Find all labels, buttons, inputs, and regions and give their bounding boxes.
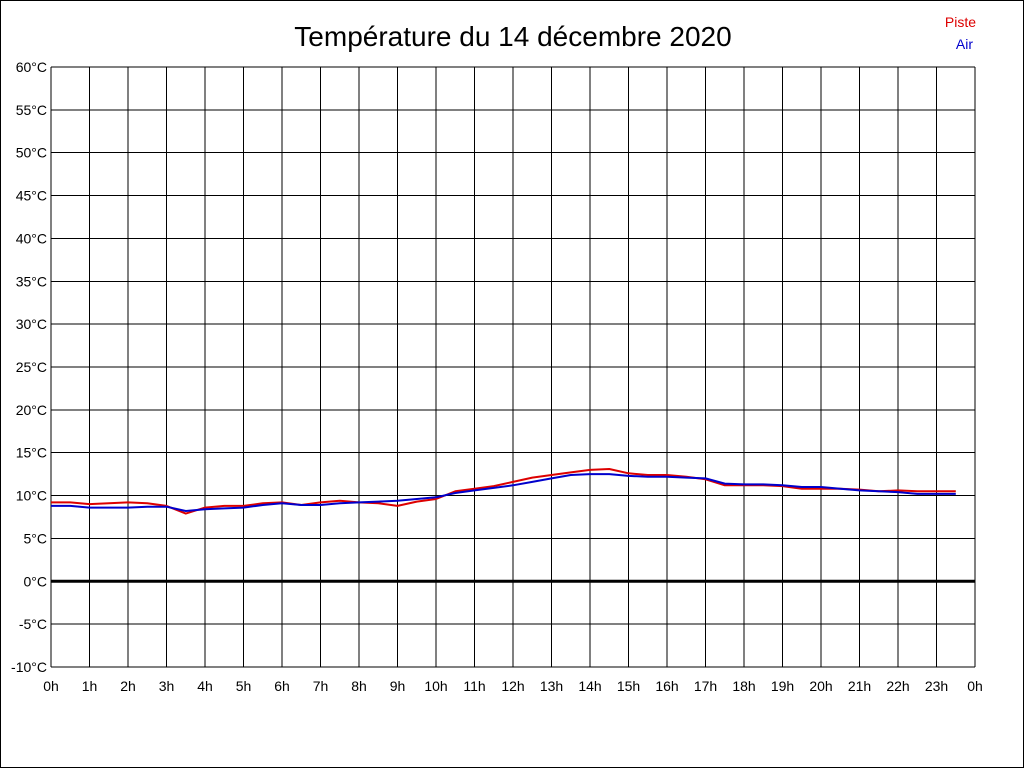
legend-piste: Piste: [945, 14, 976, 30]
y-tick-label: 45°C: [16, 188, 47, 204]
legend-air: Air: [956, 36, 973, 52]
series-line-piste: [51, 468, 956, 515]
axes: 60°C 55°C 50°C 45°C 40°C 35°C 30°C 25°C 20°C 15°C…: [11, 59, 983, 694]
x-tick-label: 5h: [236, 678, 252, 694]
x-tick-label: 4h: [197, 678, 213, 694]
x-tick-label: 12h: [501, 678, 524, 694]
grid: [50, 66, 976, 668]
x-tick-label: 0h: [43, 678, 59, 694]
y-tick-label: 0°C: [24, 573, 48, 589]
y-tick-label: 50°C: [16, 145, 47, 161]
x-tick-label: 18h: [732, 678, 755, 694]
y-tick-label: 15°C: [16, 445, 47, 461]
y-tick-label: 5°C: [24, 530, 48, 546]
x-tick-label: 6h: [274, 678, 290, 694]
x-tick-label: 7h: [313, 678, 329, 694]
y-tick-label: -5°C: [19, 616, 47, 632]
x-tick-label: 14h: [578, 678, 601, 694]
x-tick-label: 3h: [159, 678, 175, 694]
x-tick-label: 23h: [925, 678, 948, 694]
x-tick-label: 22h: [886, 678, 909, 694]
x-tick-label: 9h: [390, 678, 406, 694]
series: [51, 468, 956, 515]
chart-title: Température du 14 décembre 2020: [294, 21, 731, 52]
y-tick-label: 60°C: [16, 59, 47, 75]
x-tick-label: 17h: [694, 678, 717, 694]
x-tick-label: 0h: [967, 678, 983, 694]
x-tick-label: 15h: [617, 678, 640, 694]
y-tick-label: 20°C: [16, 402, 47, 418]
x-tick-label: 10h: [424, 678, 447, 694]
y-tick-label: 55°C: [16, 102, 47, 118]
x-tick-label: 2h: [120, 678, 136, 694]
y-tick-label: 30°C: [16, 316, 47, 332]
y-tick-label: -10°C: [11, 659, 47, 675]
series-line-air: [51, 473, 956, 512]
x-tick-label: 13h: [540, 678, 563, 694]
y-tick-label: 25°C: [16, 359, 47, 375]
x-tick-label: 1h: [82, 678, 98, 694]
x-tick-label: 21h: [848, 678, 871, 694]
x-tick-label: 16h: [655, 678, 678, 694]
x-tick-label: 20h: [809, 678, 832, 694]
x-tick-label: 19h: [771, 678, 794, 694]
y-tick-label: 35°C: [16, 273, 47, 289]
y-tick-label: 10°C: [16, 488, 47, 504]
x-tick-label: 8h: [351, 678, 367, 694]
y-tick-label: 40°C: [16, 230, 47, 246]
x-tick-label: 11h: [463, 678, 485, 694]
